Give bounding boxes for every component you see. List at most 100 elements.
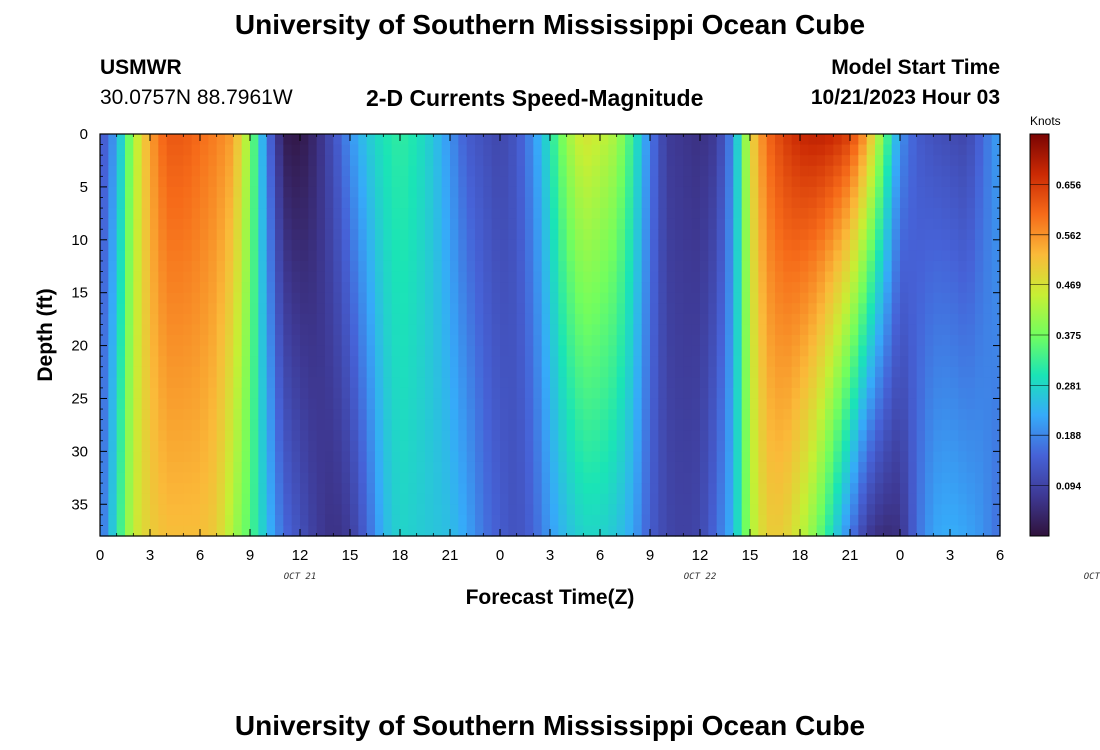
heatmap-cell: [225, 303, 234, 315]
heatmap-cell: [691, 282, 701, 294]
heatmap-cell: [933, 525, 943, 537]
heatmap-cell: [941, 165, 951, 177]
heatmap-cell: [850, 451, 859, 463]
heatmap-cell: [491, 483, 501, 495]
heatmap-cell: [600, 387, 609, 400]
heatmap-cell: [766, 366, 776, 378]
heatmap-cell: [916, 430, 926, 442]
heatmap-cell: [525, 472, 534, 484]
heatmap-cell: [125, 409, 134, 421]
heatmap-cell: [550, 165, 559, 177]
heatmap-cell: [216, 197, 226, 209]
heatmap-cell: [816, 155, 826, 167]
heatmap-cell: [925, 292, 934, 304]
heatmap-cell: [116, 430, 126, 442]
heatmap-cell: [850, 186, 859, 199]
heatmap-cell: [275, 218, 284, 230]
heatmap-cell: [950, 419, 959, 431]
heatmap-cell: [700, 324, 709, 336]
heatmap-cell: [200, 292, 209, 304]
heatmap-cell: [166, 514, 176, 527]
heatmap-cell: [450, 282, 459, 294]
heatmap-cell: [658, 525, 668, 537]
heatmap-cell: [266, 387, 276, 400]
heatmap-cell: [108, 271, 118, 283]
heatmap-cell: [766, 271, 776, 283]
heatmap-cell: [475, 165, 484, 177]
heatmap-cell: [250, 345, 259, 357]
heatmap-cell: [450, 472, 459, 484]
heatmap-cell: [708, 356, 718, 368]
heatmap-cell: [750, 366, 759, 378]
heatmap-cell: [225, 356, 234, 368]
heatmap-cell: [108, 377, 118, 389]
heatmap-cell: [908, 186, 918, 199]
heatmap-cell: [391, 514, 401, 527]
heatmap-cell: [683, 440, 693, 452]
heatmap-cell: [116, 282, 126, 294]
heatmap-cell: [558, 176, 568, 188]
heatmap-cell: [208, 282, 218, 294]
heatmap-cell: [550, 472, 559, 484]
heatmap-cell: [866, 366, 876, 378]
heatmap-cell: [683, 472, 693, 484]
heatmap-cell: [675, 292, 684, 304]
heatmap-cell: [325, 356, 334, 368]
heatmap-cell: [283, 387, 293, 400]
heatmap-cell: [800, 165, 809, 177]
heatmap-cell: [541, 514, 551, 527]
heatmap-cell: [675, 186, 684, 199]
heatmap-cell: [658, 313, 668, 326]
heatmap-cell: [825, 260, 834, 273]
heatmap-cell: [141, 197, 151, 209]
heatmap-cell: [758, 398, 768, 410]
heatmap-cell: [408, 134, 418, 146]
heatmap-cell: [533, 292, 543, 304]
heatmap-cell: [333, 303, 343, 315]
heatmap-cell: [658, 335, 668, 347]
heatmap-cell: [508, 218, 518, 230]
heatmap-cell: [941, 144, 951, 156]
heatmap-cell: [725, 345, 734, 357]
heatmap-cell: [558, 440, 568, 452]
heatmap-cell: [566, 335, 576, 347]
heatmap-cell: [458, 514, 468, 527]
heatmap-cell: [583, 324, 593, 336]
heatmap-cell: [133, 155, 143, 167]
heatmap-cell: [966, 483, 976, 495]
heatmap-cell: [166, 483, 176, 495]
heatmap-cell: [591, 186, 601, 199]
heatmap-cell: [683, 324, 693, 336]
heatmap-cell: [341, 525, 351, 537]
heatmap-cell: [783, 229, 793, 241]
heatmap-cell: [300, 483, 309, 495]
heatmap-cell: [375, 239, 384, 251]
heatmap-cell: [858, 345, 868, 357]
heatmap-cell: [158, 271, 168, 283]
heatmap-cell: [650, 292, 659, 304]
heatmap-cell: [966, 514, 976, 527]
heatmap-cell: [208, 165, 218, 177]
heatmap-cell: [558, 292, 568, 304]
heatmap-cell: [150, 208, 159, 220]
heatmap-cell: [616, 282, 626, 294]
heatmap-cell: [391, 493, 401, 505]
heatmap-cell: [608, 377, 618, 389]
heatmap-cell: [266, 504, 276, 516]
heatmap-cell: [300, 176, 309, 188]
heatmap-cell: [508, 461, 518, 474]
heatmap-cell: [250, 250, 259, 262]
heatmap-cell: [275, 514, 284, 527]
heatmap-cell: [733, 472, 743, 484]
heatmap-cell: [758, 303, 768, 315]
heatmap-cell: [383, 176, 393, 188]
heatmap-cell: [650, 134, 659, 146]
heatmap-cell: [466, 197, 476, 209]
heatmap-cell: [358, 356, 368, 368]
heatmap-cell: [808, 218, 818, 230]
heatmap-cell: [125, 155, 134, 167]
heatmap-cell: [925, 250, 934, 262]
heatmap-cell: [900, 419, 909, 431]
heatmap-cell: [391, 282, 401, 294]
heatmap-cell: [616, 398, 626, 410]
